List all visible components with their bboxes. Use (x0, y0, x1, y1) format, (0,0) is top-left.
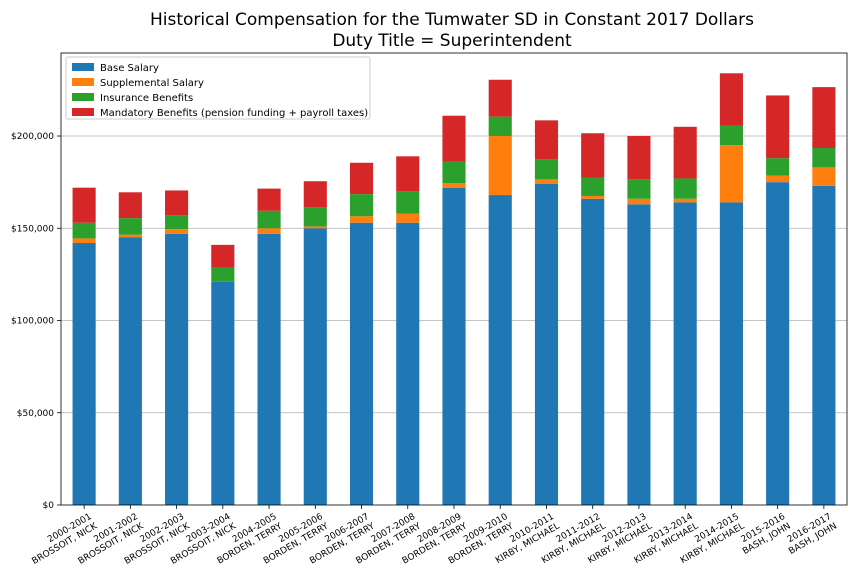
bar-segment (812, 87, 836, 149)
x-tick-label: 2016-2017BASH, JOHN (782, 512, 839, 557)
y-tick-label: $150,000 (11, 224, 54, 234)
bar-segment (581, 177, 605, 196)
bar-segment (257, 188, 281, 211)
bar-segment (165, 215, 189, 230)
bar-segment (673, 126, 697, 179)
y-tick-label: $0 (43, 501, 55, 511)
bar-segment (812, 185, 836, 506)
bar-segment (72, 187, 96, 223)
bar-segment (257, 228, 281, 234)
bar-segment (211, 267, 235, 282)
bar-segment (211, 281, 235, 505)
bar-segment (488, 79, 512, 117)
bar-segment (396, 191, 420, 214)
bar-segment (396, 213, 420, 223)
bar-segment (766, 175, 790, 183)
bar-segment (673, 202, 697, 505)
bar-segment (303, 181, 327, 208)
bar-segment (488, 116, 512, 137)
chart-title: Historical Compensation for the Tumwater… (150, 10, 754, 30)
bar-segment (534, 159, 559, 180)
bar-segment (396, 222, 420, 506)
bar-segment (719, 125, 743, 146)
bar-segment (72, 222, 96, 239)
bar-segment (349, 162, 374, 195)
bar-segment (118, 234, 142, 238)
y-tick-label: $100,000 (11, 317, 54, 327)
bar-segment (303, 226, 327, 229)
bar-segment (627, 179, 651, 199)
legend-swatch (72, 78, 94, 86)
bar-segment (211, 244, 235, 268)
bar-segment (766, 158, 790, 176)
y-tick-label: $50,000 (17, 409, 54, 419)
bar-segment (766, 95, 790, 159)
bar-segment (627, 204, 651, 506)
legend-swatch (72, 93, 94, 101)
bar-segment (488, 136, 512, 196)
bar-segment (488, 195, 512, 506)
bar-segment (534, 120, 559, 160)
bar-segment (673, 178, 697, 199)
legend-label: Insurance Benefits (100, 93, 193, 104)
bar-segment (165, 229, 189, 234)
bars (72, 73, 836, 506)
legend-box (65, 56, 371, 120)
bar-segment (165, 190, 189, 216)
bar-segment (442, 115, 466, 162)
y-axis: $0 $50,000 $100,000 $150,000 $200,000 (11, 132, 61, 511)
bar-segment (581, 195, 605, 199)
bar-segment (719, 202, 743, 505)
bar-segment (303, 207, 327, 227)
bar-segment (349, 194, 374, 217)
legend-label: Supplemental Salary (100, 78, 204, 89)
bar-segment (766, 182, 790, 505)
bar-segment (118, 237, 142, 505)
bar-segment (534, 179, 559, 184)
bar-segment (442, 187, 466, 505)
legend-label: Mandatory Benefits (pension funding + pa… (100, 108, 368, 119)
bar-segment (581, 133, 605, 178)
y-tick-label: $200,000 (11, 132, 54, 142)
bar-segment (165, 233, 189, 506)
bar-segment (257, 210, 281, 229)
bar-segment (72, 238, 96, 244)
bar-segment (719, 145, 743, 203)
legend: Base Salary Supplemental Salary Insurance … (65, 56, 371, 120)
bar-segment (257, 233, 281, 506)
chart-subtitle: Duty Title = Superintendent (332, 31, 572, 51)
bar-segment (673, 198, 697, 203)
bar-segment (349, 222, 374, 506)
bar-segment (812, 167, 836, 186)
bar-segment (442, 161, 466, 184)
bar-segment (442, 183, 466, 188)
bar-segment (581, 198, 605, 505)
bar-segment (72, 243, 96, 506)
bar-segment (627, 136, 651, 180)
bar-segment (396, 156, 420, 192)
x-axis: 2000-2001BROSSOIT, NICK2001-2002BROSSOIT… (30, 505, 839, 567)
bar-segment (627, 198, 651, 205)
bar-segment (534, 183, 559, 505)
bar-segment (303, 228, 327, 505)
bar-segment (118, 192, 142, 219)
bar-segment (118, 218, 142, 235)
bar-segment (812, 148, 836, 168)
legend-swatch (72, 63, 94, 71)
legend-label: Base Salary (100, 63, 159, 74)
bar-segment (349, 216, 374, 223)
legend-swatch (72, 108, 94, 116)
bar-segment (719, 73, 743, 126)
x-tick-label: 2015-2016BASH, JOHN (736, 512, 793, 557)
